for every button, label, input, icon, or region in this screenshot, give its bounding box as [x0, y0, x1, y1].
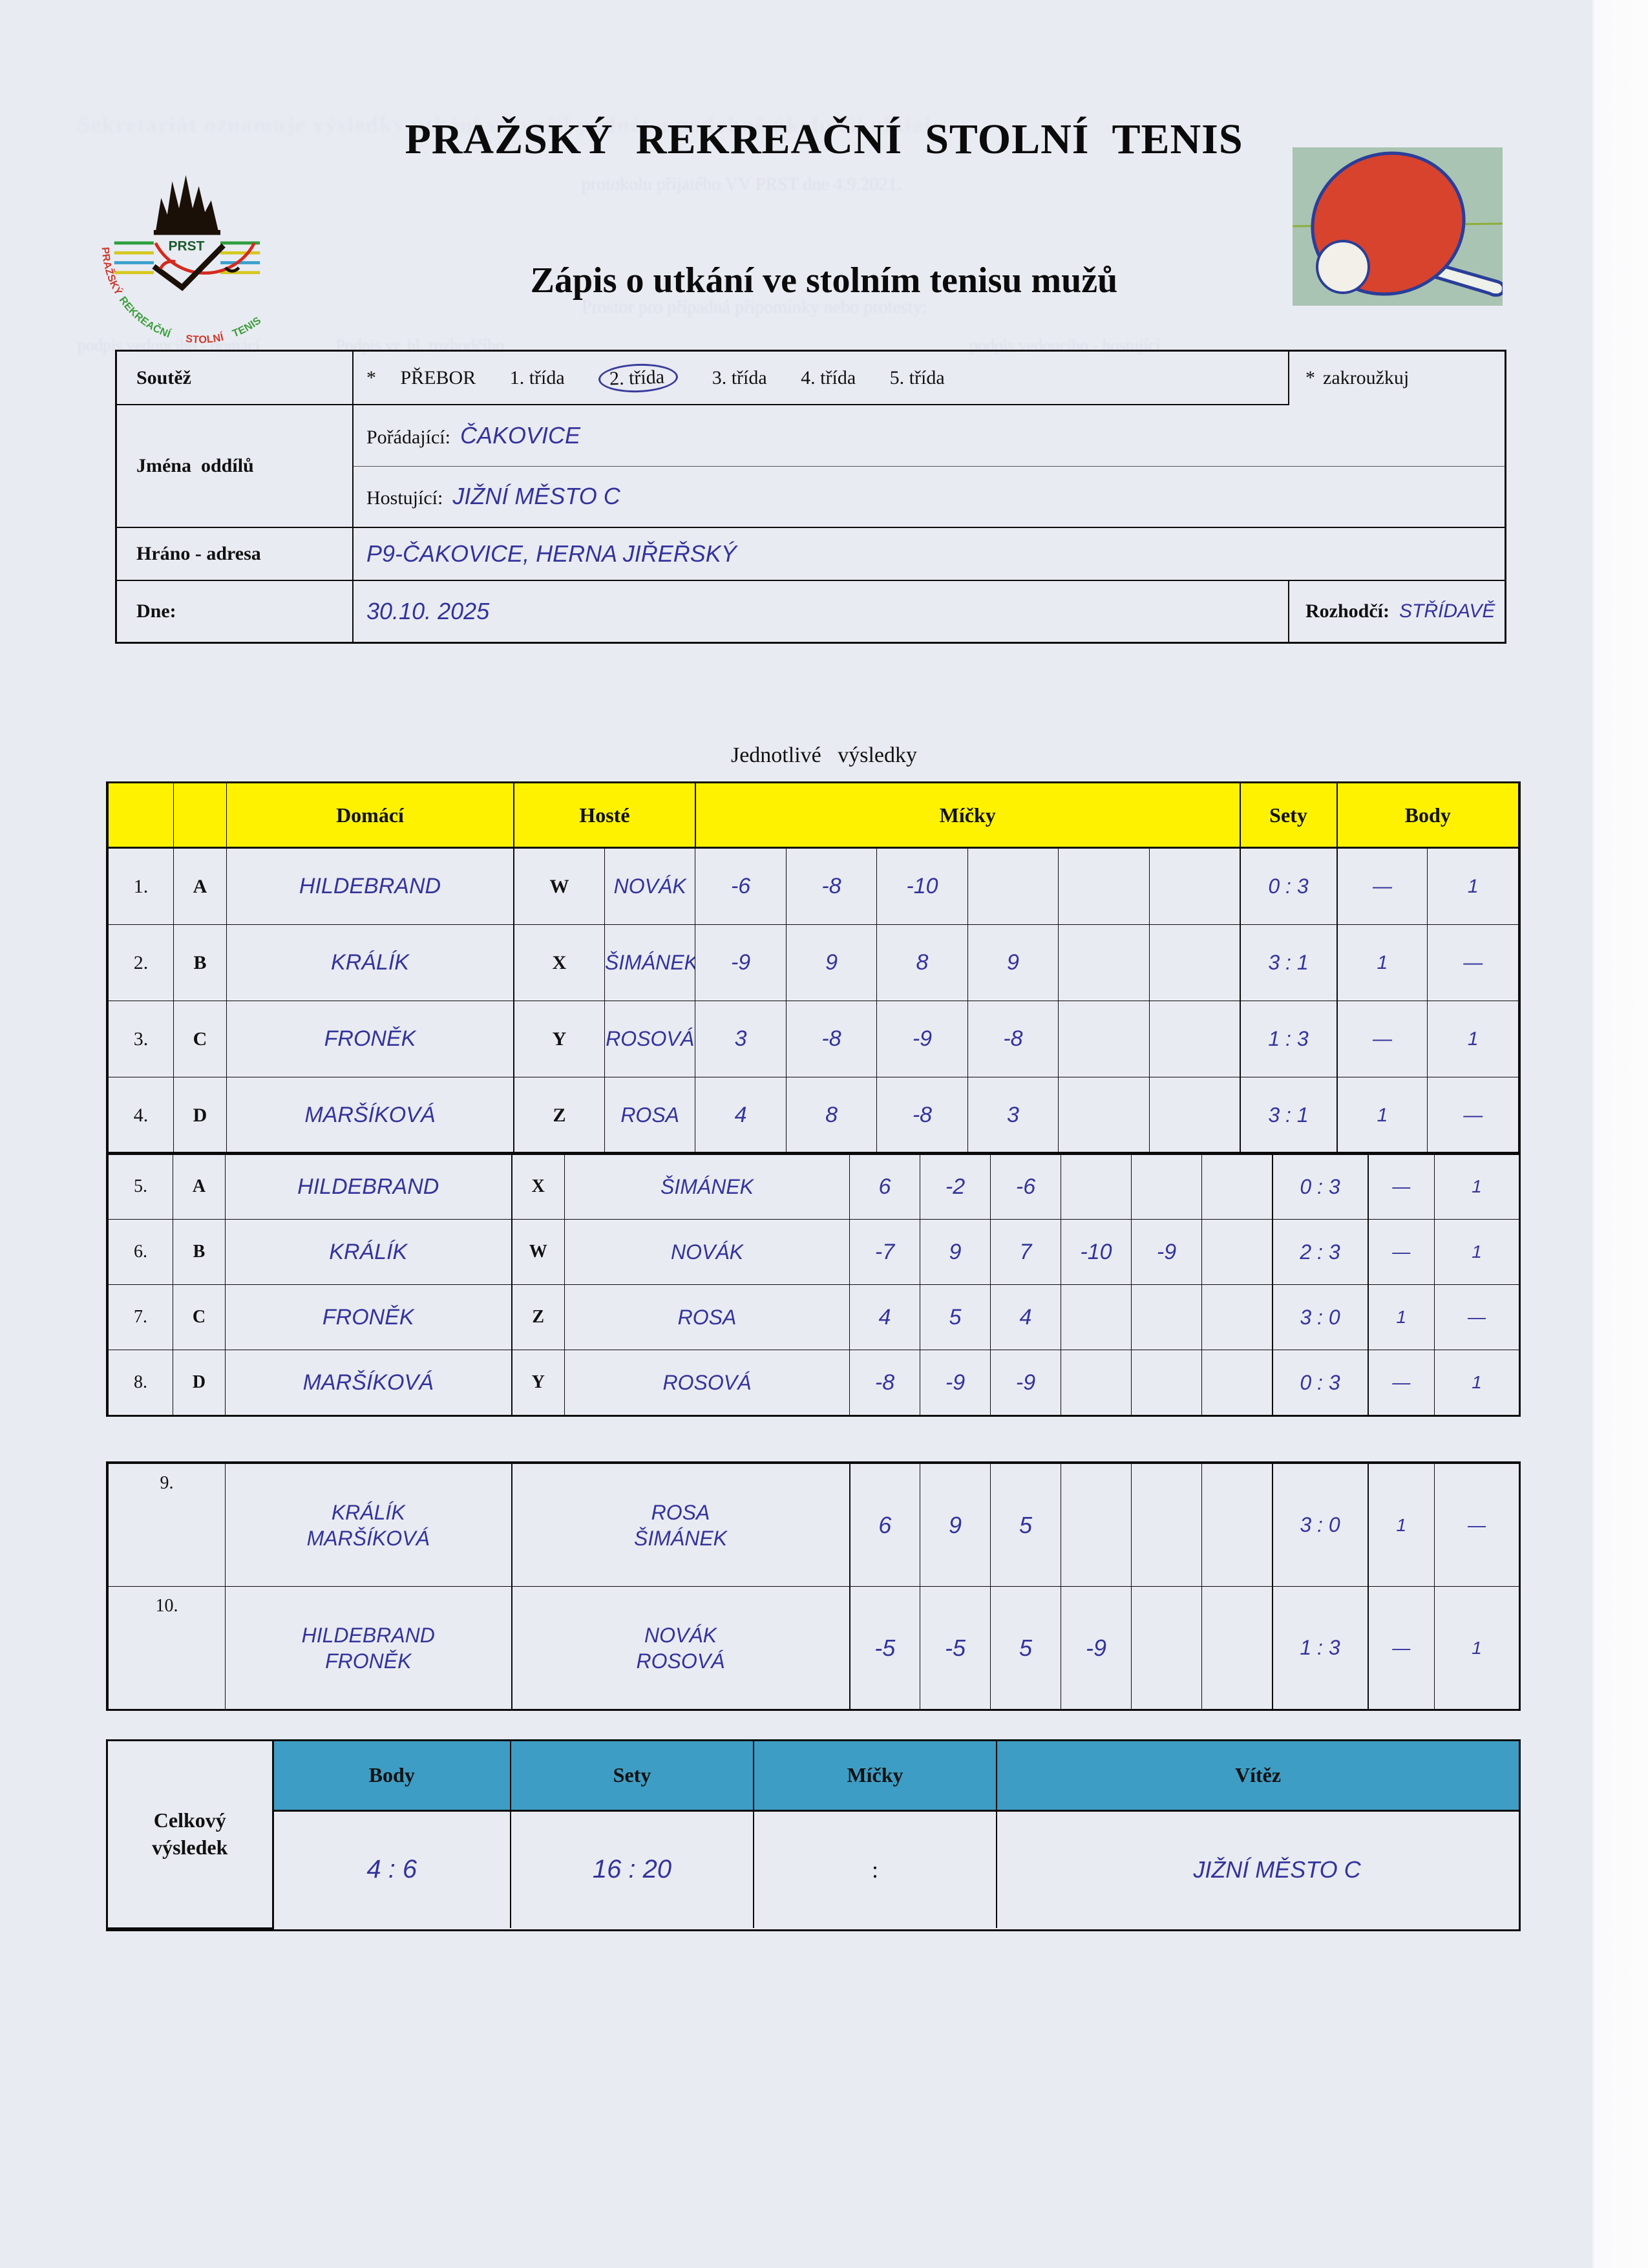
svg-text:PRST: PRST — [168, 238, 204, 253]
